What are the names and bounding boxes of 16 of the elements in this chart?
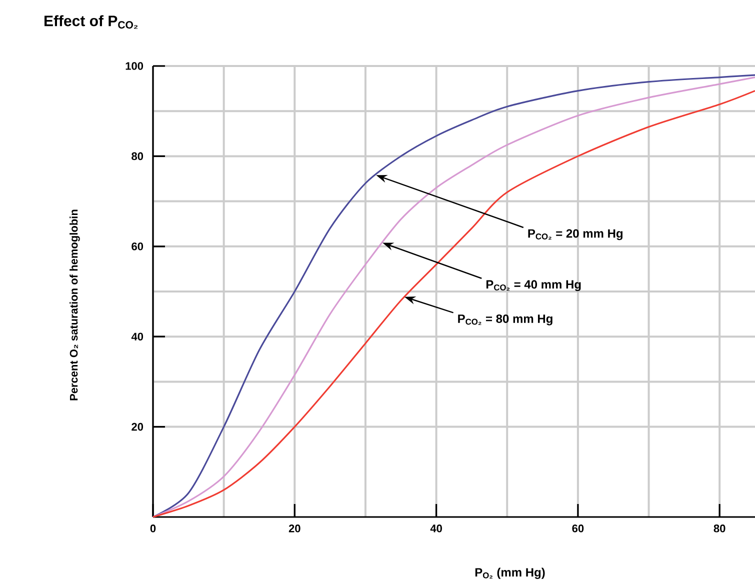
x-tick-label: 20 xyxy=(288,524,300,532)
y-tick-label: 100 xyxy=(126,62,144,70)
x-tick-label: 0 xyxy=(150,524,156,532)
y-tick-label: 60 xyxy=(132,242,144,250)
y-tick-label: 80 xyxy=(132,152,144,160)
chart-title: Effect of P$_{CO₂}$ xyxy=(44,15,138,29)
x-tick-label: 80 xyxy=(714,524,726,532)
y-tick-label: 20 xyxy=(132,422,144,431)
y-tick-label: 40 xyxy=(131,332,144,340)
y-axis-title: Percent O₂ saturation of hemoglobin xyxy=(70,210,80,400)
annotation: P$_{CO₂}$ = 80 mm Hg xyxy=(458,314,552,326)
x-tick-label: 60 xyxy=(572,524,584,532)
x-tick-label: 40 xyxy=(430,524,442,532)
annotation: P$_{CO₂}$ = 20 mm Hg xyxy=(528,229,622,240)
x-axis-title: P$_{O₂}$ (mm Hg) xyxy=(475,568,545,579)
annotation: P$_{CO₂}$ = 40 mm Hg xyxy=(486,280,581,292)
